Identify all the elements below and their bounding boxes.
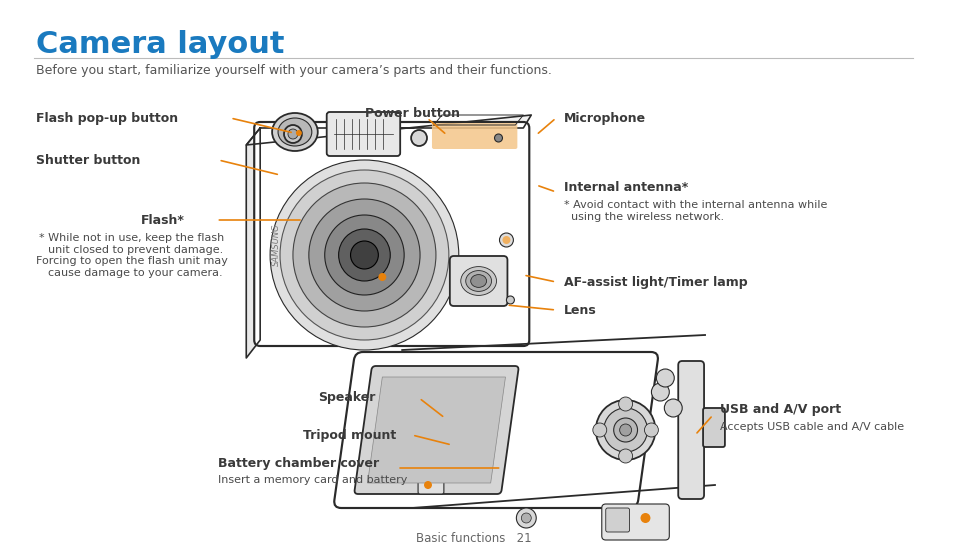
Circle shape xyxy=(284,125,301,143)
Circle shape xyxy=(309,199,419,311)
Circle shape xyxy=(295,130,301,136)
FancyBboxPatch shape xyxy=(601,504,669,540)
Circle shape xyxy=(494,134,502,142)
Circle shape xyxy=(502,236,510,244)
FancyBboxPatch shape xyxy=(417,476,443,494)
FancyBboxPatch shape xyxy=(253,122,529,346)
Ellipse shape xyxy=(277,118,312,146)
FancyBboxPatch shape xyxy=(355,366,517,494)
FancyBboxPatch shape xyxy=(702,408,724,447)
Circle shape xyxy=(644,423,658,437)
Circle shape xyxy=(596,400,655,460)
FancyBboxPatch shape xyxy=(678,361,703,499)
FancyBboxPatch shape xyxy=(367,377,505,483)
Circle shape xyxy=(280,170,448,340)
Text: USB and A/V port: USB and A/V port xyxy=(720,403,841,417)
Text: Flash*: Flash* xyxy=(141,213,185,227)
Text: Shutter button: Shutter button xyxy=(35,154,140,167)
Circle shape xyxy=(378,273,386,281)
Circle shape xyxy=(592,423,606,437)
Text: Speaker: Speaker xyxy=(317,392,375,404)
Text: Lens: Lens xyxy=(563,304,597,316)
Circle shape xyxy=(288,129,297,139)
Text: Tripod mount: Tripod mount xyxy=(302,428,395,442)
Text: * Avoid contact with the internal antenna while
  using the wireless network.: * Avoid contact with the internal antenn… xyxy=(563,200,826,222)
Text: Flash pop-up button: Flash pop-up button xyxy=(35,111,177,125)
Circle shape xyxy=(603,408,647,452)
Circle shape xyxy=(639,513,650,523)
FancyBboxPatch shape xyxy=(432,123,517,149)
Text: Internal antenna*: Internal antenna* xyxy=(563,180,687,193)
Circle shape xyxy=(520,513,531,523)
Circle shape xyxy=(411,130,427,146)
FancyBboxPatch shape xyxy=(326,112,399,156)
Circle shape xyxy=(613,418,637,442)
Circle shape xyxy=(618,449,632,463)
Text: AF-assist light/Timer lamp: AF-assist light/Timer lamp xyxy=(563,276,747,289)
Circle shape xyxy=(516,508,536,528)
Circle shape xyxy=(338,229,390,281)
Circle shape xyxy=(270,160,458,350)
Circle shape xyxy=(663,399,681,417)
Ellipse shape xyxy=(465,271,491,291)
Text: Microphone: Microphone xyxy=(563,111,645,125)
Ellipse shape xyxy=(470,275,486,287)
Text: Battery chamber cover: Battery chamber cover xyxy=(218,457,379,470)
Text: * While not in use, keep the flash
  unit closed to prevent damage.
Forcing to o: * While not in use, keep the flash unit … xyxy=(35,233,228,278)
Text: Power button: Power button xyxy=(365,106,460,120)
Circle shape xyxy=(350,241,378,269)
Polygon shape xyxy=(246,128,260,358)
Text: Before you start, familiarize yourself with your camera’s parts and their functi: Before you start, familiarize yourself w… xyxy=(35,64,551,77)
Circle shape xyxy=(506,296,514,304)
Circle shape xyxy=(619,424,631,436)
FancyBboxPatch shape xyxy=(450,256,507,306)
Circle shape xyxy=(651,383,669,401)
Circle shape xyxy=(499,233,513,247)
FancyBboxPatch shape xyxy=(334,352,658,508)
Text: Insert a memory card and battery: Insert a memory card and battery xyxy=(218,475,408,485)
Circle shape xyxy=(423,481,432,489)
Text: Accepts USB cable and A/V cable: Accepts USB cable and A/V cable xyxy=(720,422,903,432)
FancyBboxPatch shape xyxy=(605,508,629,532)
Ellipse shape xyxy=(272,113,317,151)
Circle shape xyxy=(324,215,404,295)
Ellipse shape xyxy=(460,267,496,295)
Circle shape xyxy=(293,183,436,327)
Circle shape xyxy=(656,369,674,387)
Text: Camera layout: Camera layout xyxy=(35,30,284,59)
Circle shape xyxy=(618,397,632,411)
Text: Basic functions   21: Basic functions 21 xyxy=(416,532,531,545)
Text: SAMSUNG: SAMSUNG xyxy=(272,224,280,266)
Polygon shape xyxy=(246,115,531,145)
